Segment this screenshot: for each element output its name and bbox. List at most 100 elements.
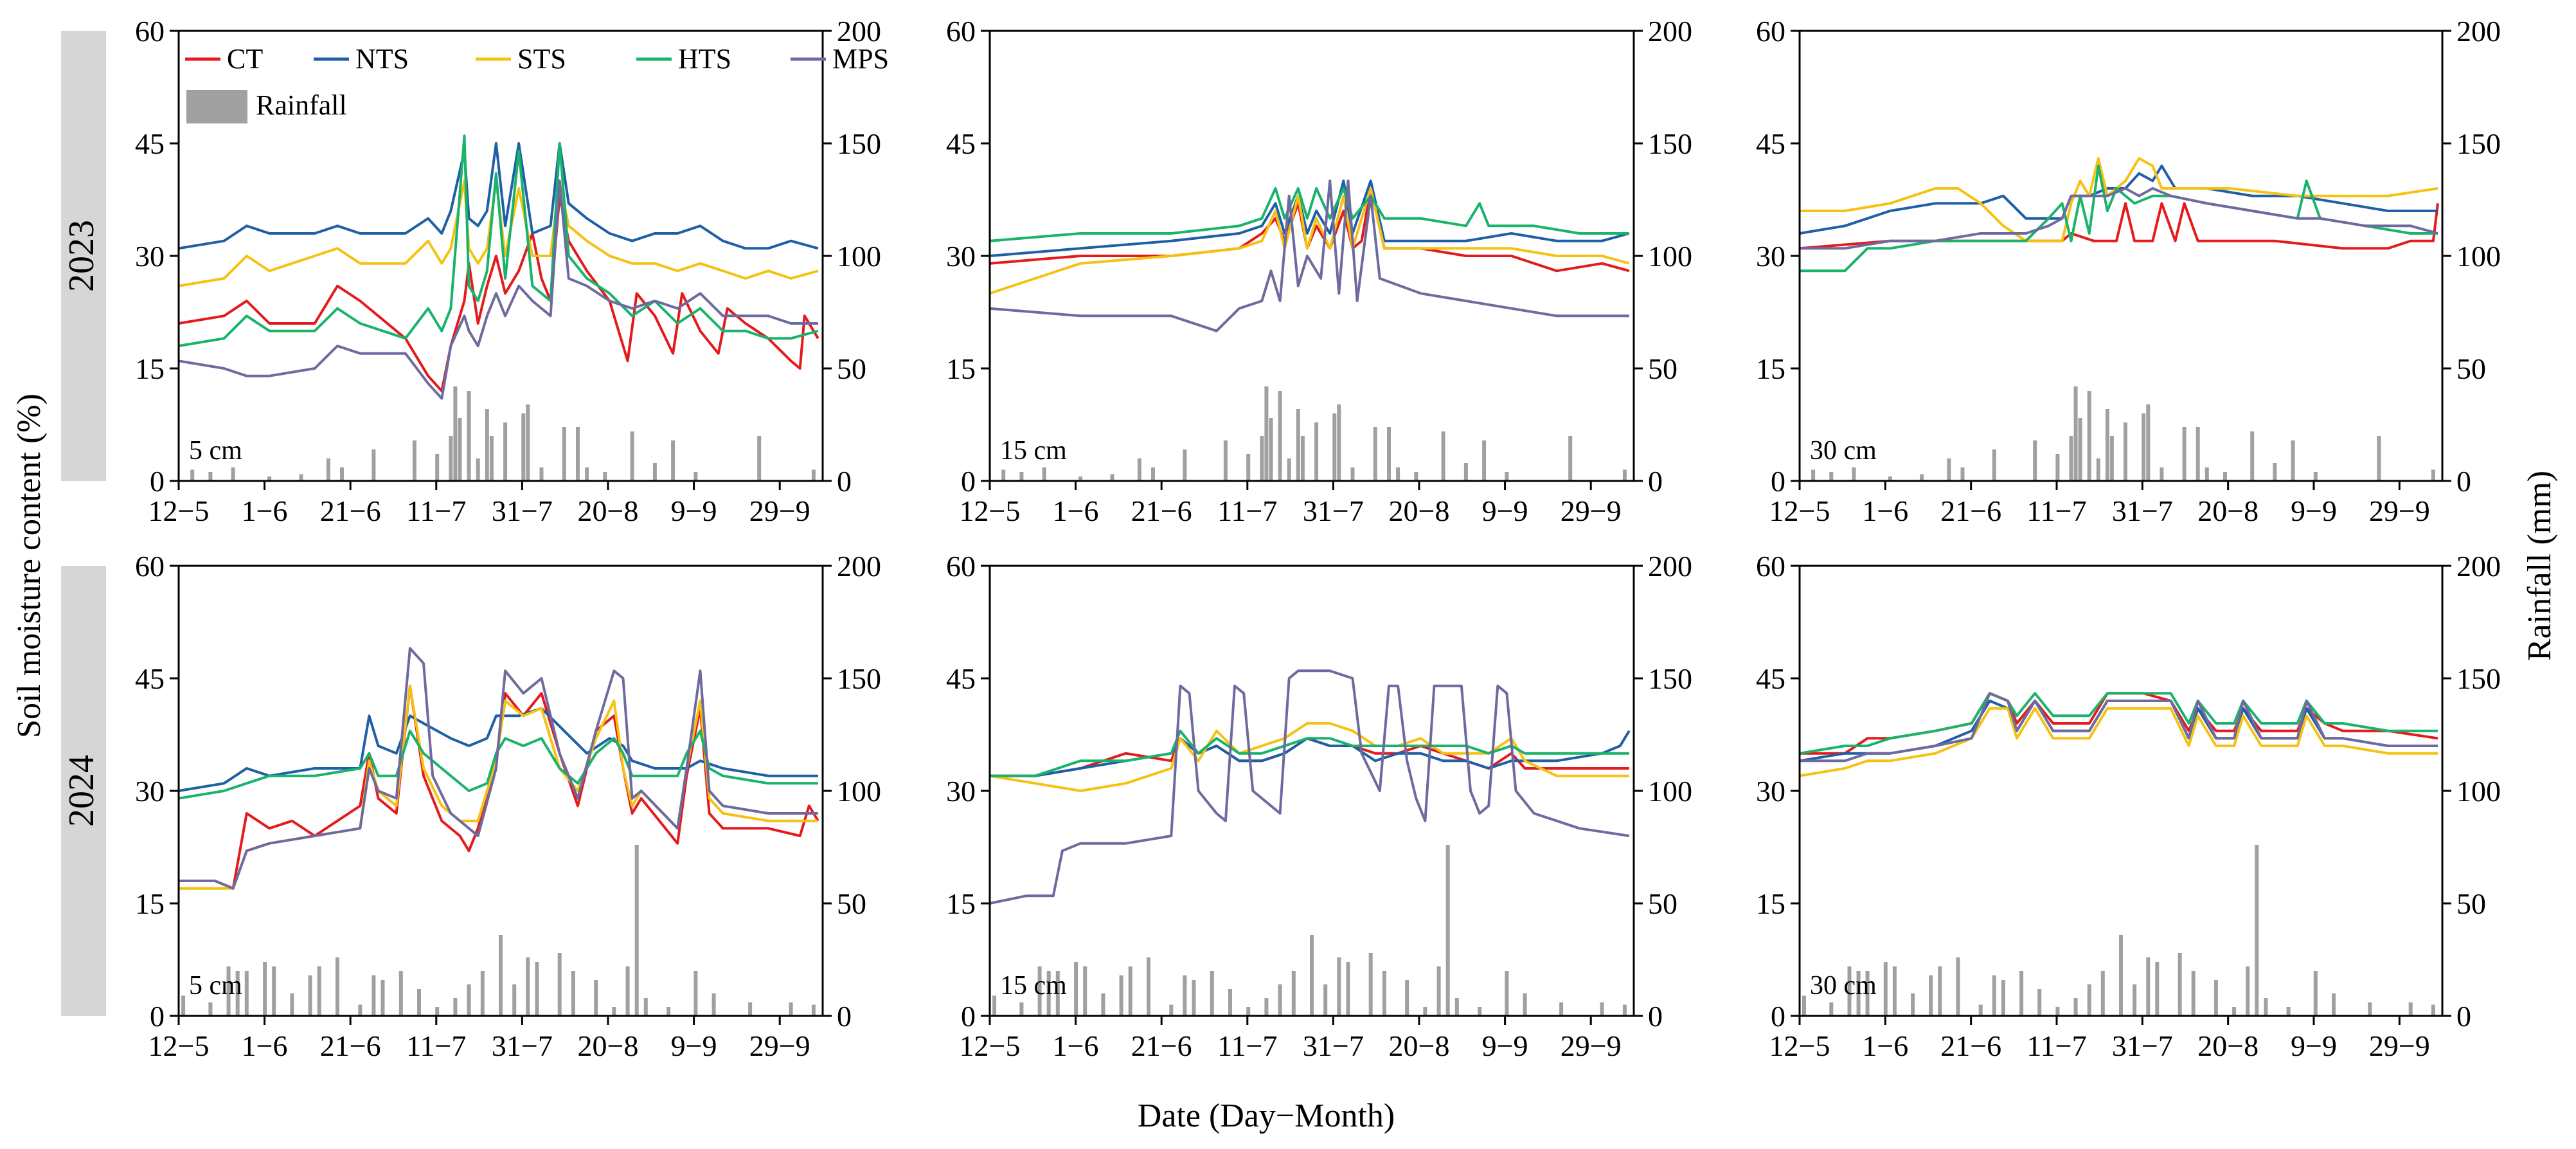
rainfall-bar xyxy=(2178,953,2182,1016)
panel-2023-15cm: 0 15 30 45 60 0 50 100 150 200 12−5 1−6 21−6 11−7 31−7… xyxy=(946,15,1692,527)
rainfall-bar xyxy=(2160,467,2164,481)
rainfall-bar xyxy=(1264,998,1269,1016)
x-tick-label: 21−6 xyxy=(1131,494,1192,527)
rainfall-bar xyxy=(1128,966,1132,1016)
rainfall-bar xyxy=(190,469,195,481)
series-line-sts xyxy=(1799,707,2438,777)
x-tick-label: 20−8 xyxy=(1389,494,1450,527)
rainfall-bar xyxy=(485,409,489,481)
rainfall-bar xyxy=(1337,404,1341,481)
rainfall-bar xyxy=(476,458,480,481)
y-tick-label: 60 xyxy=(135,550,165,583)
rainfall-bar xyxy=(1019,472,1024,481)
rainfall-bar xyxy=(1019,1002,1024,1016)
rainfall-bar xyxy=(1482,440,1487,481)
y-tick-label: 15 xyxy=(946,352,976,385)
rainfall-bar xyxy=(1423,1007,1427,1016)
y2-tick-label: 150 xyxy=(837,127,881,160)
rainfall-bar xyxy=(526,404,530,481)
legend: CT NTS STS HTS MPS Rainfall xyxy=(185,43,889,123)
y-tick-label: 0 xyxy=(1771,1000,1785,1033)
x-tick-label: 31−7 xyxy=(492,494,553,527)
rainfall-bar xyxy=(2196,427,2200,481)
depth-label: 30 cm xyxy=(1810,971,1877,1000)
series-line-nts xyxy=(178,142,819,250)
rainfall-bar xyxy=(1101,993,1105,1016)
rainfall-bar xyxy=(1291,971,1296,1016)
rainfall-bar xyxy=(1947,458,1951,481)
rainfall-bar xyxy=(603,472,607,481)
rainfall-bar xyxy=(526,957,530,1016)
rainfall-bar xyxy=(2332,993,2336,1016)
rainfall-bar xyxy=(1829,472,1834,481)
rainfall-bar xyxy=(1228,989,1232,1016)
rainfall-bar xyxy=(1505,971,1509,1016)
rainfall-bar xyxy=(1210,971,1214,1016)
rainfall-bar xyxy=(2133,984,2137,1016)
x-tick-label: 12−5 xyxy=(1769,494,1830,527)
rainfall-bar xyxy=(1405,980,1409,1016)
rainfall-bar xyxy=(693,472,698,481)
y-tick-label: 30 xyxy=(135,775,165,808)
series-line-nts xyxy=(989,179,1630,257)
x-tick-label: 20−8 xyxy=(578,494,639,527)
rainfall-bar xyxy=(1278,984,1282,1016)
rainfall-bar xyxy=(235,971,240,1016)
rainfall-bar xyxy=(231,467,235,481)
rainfall-bar xyxy=(789,1002,793,1016)
x-tick-label: 21−6 xyxy=(320,1029,381,1062)
legend-label-rainfall: Rainfall xyxy=(256,89,347,121)
y2-tick-label: 0 xyxy=(1648,465,1663,498)
rainfall-bar xyxy=(326,458,330,481)
rainfall-bar xyxy=(1802,995,1806,1016)
rainfall-bar xyxy=(992,995,997,1016)
series-line-hts xyxy=(178,729,818,800)
ylabel-right: Rainfall (mm) xyxy=(2521,471,2558,661)
y-tick-label: 60 xyxy=(1756,15,1785,48)
series-line-ct xyxy=(178,194,819,392)
depth-label: 30 cm xyxy=(1810,436,1877,466)
rainfall-bar xyxy=(2100,971,2105,1016)
rainfall-bar xyxy=(2205,467,2209,481)
rainfall-bar xyxy=(571,971,575,1016)
rainfall-bar xyxy=(562,427,566,481)
y2-tick-label: 100 xyxy=(1648,775,1692,808)
x-tick-label: 29−9 xyxy=(1561,494,1622,527)
rainfall-bar xyxy=(2408,1002,2413,1016)
y2-tick-label: 0 xyxy=(2456,465,2471,498)
y2-tick-label: 150 xyxy=(1648,662,1692,695)
rainfall-bar xyxy=(1463,463,1468,481)
y2-tick-label: 150 xyxy=(837,662,881,695)
y-tick-label: 15 xyxy=(1756,887,1785,920)
rainfall-bar xyxy=(1368,953,1373,1016)
rainfall-bar xyxy=(308,975,312,1016)
rainfall-bar xyxy=(317,966,321,1016)
y-tick-label: 15 xyxy=(135,352,165,385)
rainfall-bar xyxy=(1287,458,1291,481)
rainfall-bar xyxy=(267,476,272,481)
x-tick-label: 9−9 xyxy=(671,1029,717,1062)
x-tick-label: 21−6 xyxy=(1940,1029,2001,1062)
series-line-mps xyxy=(989,669,1630,905)
series-line-sts xyxy=(989,722,1629,792)
rainfall-bar xyxy=(2055,454,2060,481)
rainfall-bar xyxy=(1892,966,1897,1016)
rainfall-bar xyxy=(512,984,517,1016)
y-tick-label: 15 xyxy=(135,887,165,920)
rainfall-bar xyxy=(2087,984,2091,1016)
rainfall-bar xyxy=(2109,436,2114,481)
rainfall-bar xyxy=(1037,966,1042,1016)
series-line-mps xyxy=(179,647,818,890)
rainfall-bar xyxy=(290,993,294,1016)
rainfall-bar xyxy=(2087,391,2091,481)
y-tick-label: 30 xyxy=(946,240,976,273)
rainfall-bar xyxy=(435,1007,440,1016)
y-tick-label: 15 xyxy=(946,887,976,920)
rainfall-bar xyxy=(449,436,453,481)
x-tick-label: 29−9 xyxy=(2369,1029,2430,1062)
y2-tick-label: 150 xyxy=(2456,127,2501,160)
rainfall-bar xyxy=(630,431,634,481)
y2-tick-label: 0 xyxy=(837,465,852,498)
rainfall-bar xyxy=(2078,418,2082,481)
rainfall-bar xyxy=(1938,966,1942,1016)
